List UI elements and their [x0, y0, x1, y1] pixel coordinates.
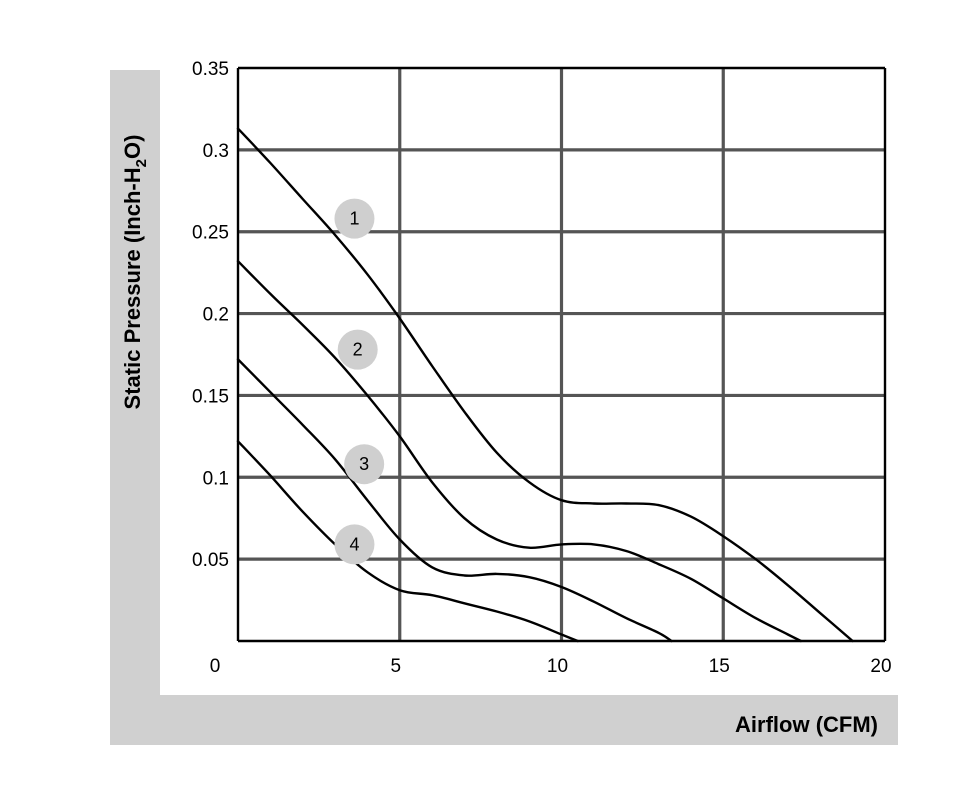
- x-tick-label: 5: [390, 656, 401, 677]
- series-line-1: [236, 127, 854, 643]
- plot-background: [160, 60, 900, 695]
- series-label-badge: [337, 329, 378, 370]
- x-tick-label: 20: [870, 656, 891, 677]
- frame-left-bar: [110, 70, 160, 745]
- series-line-4: [236, 440, 579, 643]
- frame-bottom-bar: [110, 695, 898, 745]
- y-tick-label: 0.25: [192, 223, 229, 244]
- y-tick-label: 0.35: [192, 59, 229, 80]
- y-tick-label: 0.1: [203, 468, 229, 489]
- series-label-badge: [334, 524, 375, 565]
- series-label-badge: [344, 444, 385, 485]
- y-tick-label: 0.15: [192, 386, 229, 407]
- y-tick-label: 0.3: [203, 141, 229, 162]
- y-tick-label: 0.2: [203, 305, 229, 326]
- x-tick-label: 15: [709, 656, 730, 677]
- series-label-text: 4: [349, 534, 359, 554]
- x-axis-label: Airflow (CFM): [735, 712, 878, 737]
- tick-labels: 0 5 10 15 20 0.05 0.1 0.15 0.2 0.25 0.3 0.35: [192, 59, 892, 677]
- series-label-badge: [334, 198, 375, 239]
- series-label-text: 1: [349, 209, 359, 229]
- y-tick-label: 0.05: [192, 550, 229, 571]
- grid: [236, 66, 887, 643]
- y-axis-label-main: Static Pressure (Inch-H: [120, 167, 145, 409]
- x-tick-label: 10: [547, 656, 568, 677]
- y-axis-label-tail: O): [120, 135, 145, 159]
- series-line-3: [236, 358, 673, 643]
- series-labels: 1 2 3 4: [334, 198, 385, 565]
- y-axis-label-subscript: 2: [133, 159, 150, 167]
- x-tick-label: 0: [210, 656, 221, 677]
- y-axis-label: Static Pressure (Inch-H2O): [120, 135, 150, 410]
- series-label-text: 2: [353, 340, 363, 360]
- series-curves: [236, 127, 854, 643]
- series-line-2: [236, 260, 803, 643]
- series-label-text: 3: [359, 454, 369, 474]
